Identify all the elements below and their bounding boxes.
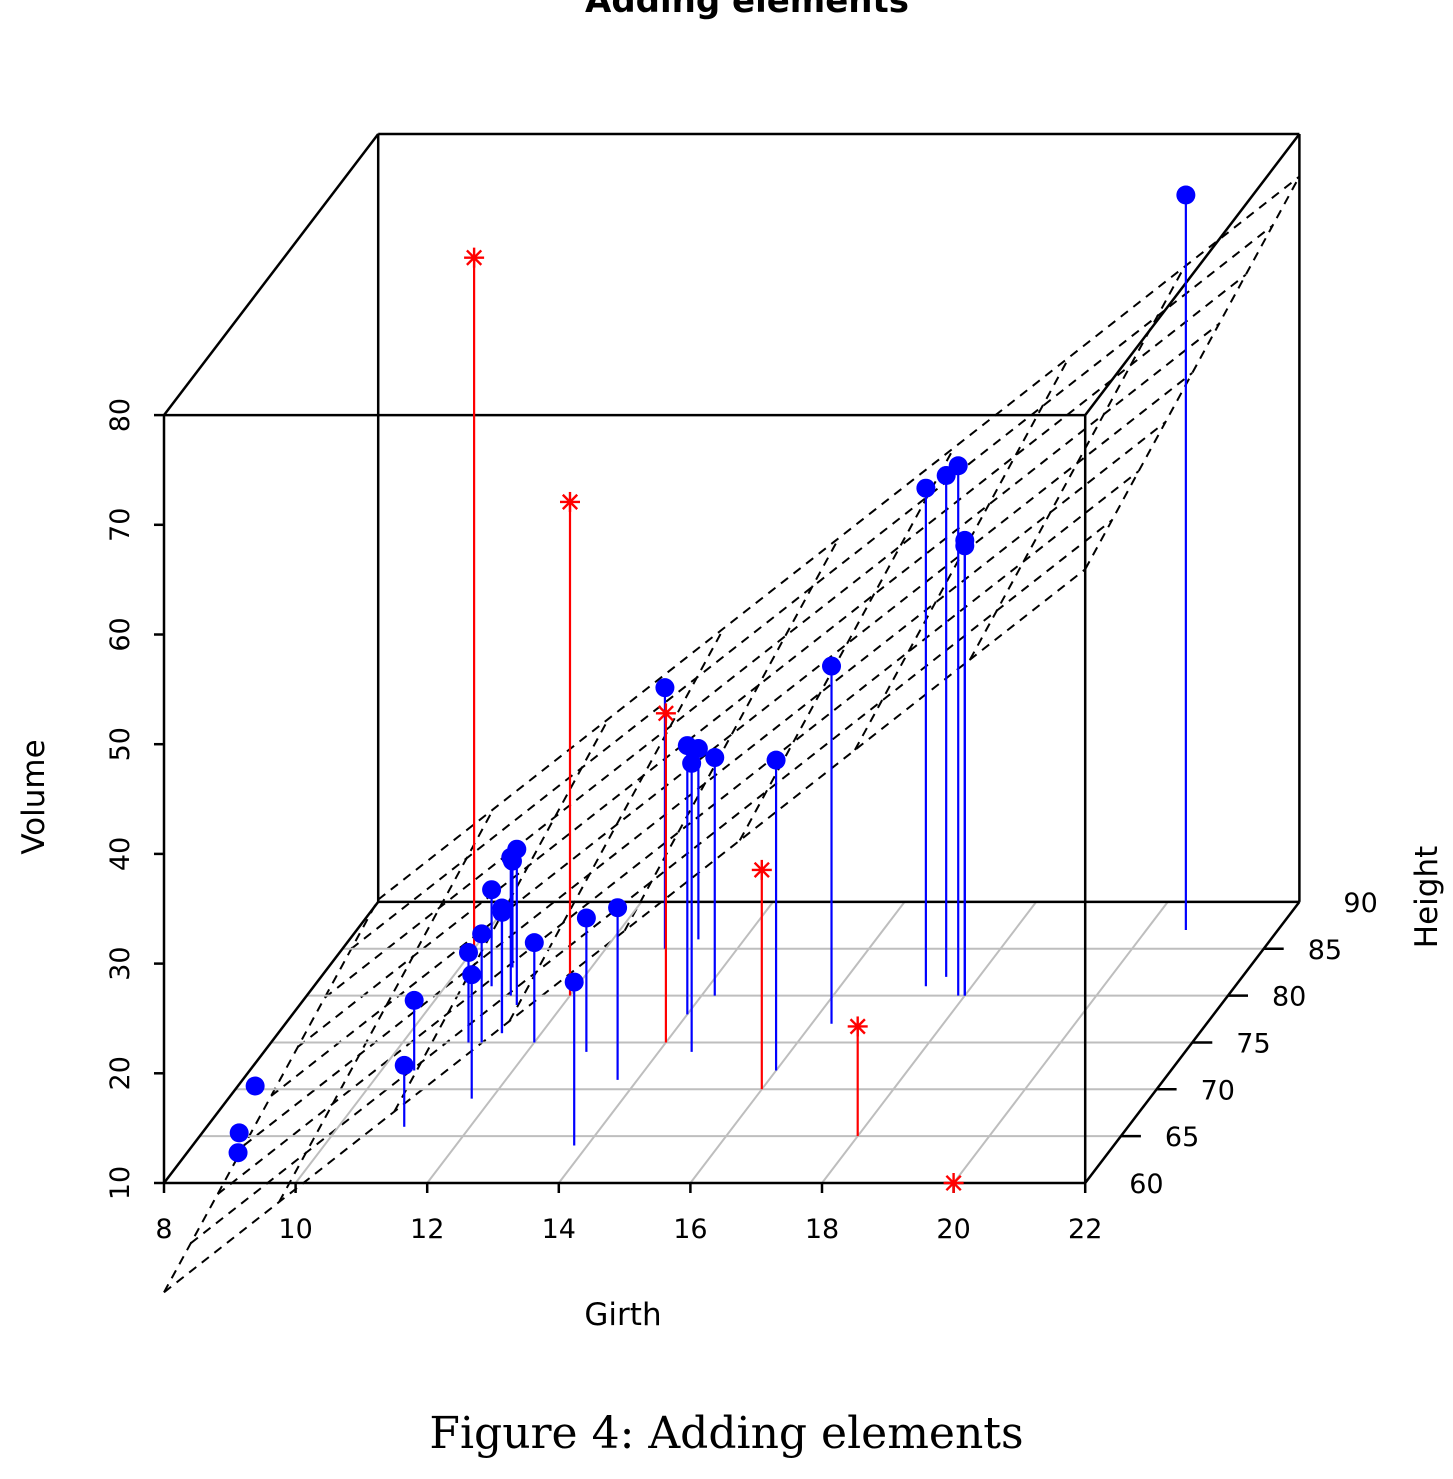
- data-point: [404, 990, 424, 1010]
- x-tick-label: 10: [278, 1214, 312, 1245]
- data-point: [507, 839, 527, 859]
- y-tick-label: 90: [1343, 888, 1377, 919]
- z-axis-label: Volume: [16, 739, 52, 854]
- data-point: [1176, 185, 1196, 205]
- y-tick-label: 75: [1236, 1028, 1270, 1059]
- z-tick-label: 80: [105, 398, 136, 432]
- x-tick-label: 12: [410, 1214, 444, 1245]
- data-point: [655, 678, 675, 698]
- plane-line: [163, 568, 1086, 1294]
- data-point: [822, 656, 842, 676]
- y-tick-label: 80: [1272, 982, 1306, 1013]
- plane-line: [190, 519, 1113, 1244]
- data-point: [564, 972, 584, 992]
- box-edge: [163, 133, 380, 416]
- plane-line: [278, 808, 495, 1203]
- added-point: [560, 491, 580, 512]
- data-point: [576, 908, 596, 928]
- z-tick-label: 40: [105, 837, 136, 871]
- box-edge: [1084, 133, 1301, 416]
- added-point: [464, 247, 485, 268]
- data-point: [608, 898, 628, 918]
- added-point: [655, 703, 676, 724]
- plane-line: [350, 224, 1274, 950]
- added-point: [751, 859, 772, 880]
- z-tick-label: 70: [105, 508, 136, 542]
- data-point: [705, 748, 725, 768]
- plane-line: [1084, 176, 1301, 570]
- x-tick-label: 22: [1068, 1214, 1102, 1245]
- x-tick-label: 16: [673, 1214, 707, 1245]
- y-tick-label: 85: [1308, 935, 1342, 966]
- z-tick-label: 60: [105, 617, 136, 651]
- x-axis-label: Girth: [584, 1297, 661, 1333]
- added-point: [847, 1016, 868, 1037]
- y-tick-label: 70: [1201, 1075, 1235, 1106]
- x-tick-label: 18: [805, 1214, 839, 1245]
- data-point: [766, 750, 786, 770]
- plane-line: [854, 356, 1070, 751]
- x-tick-label: 8: [155, 1214, 172, 1245]
- data-point: [524, 933, 544, 953]
- data-point: [229, 1123, 249, 1143]
- plane-line: [377, 175, 1301, 901]
- x-tick-label: 20: [936, 1214, 970, 1245]
- data-point: [677, 736, 697, 756]
- drop-lines: [236, 195, 1187, 1155]
- box-edge: [163, 901, 380, 1184]
- plane-line: [323, 273, 1247, 999]
- plane-line: [738, 447, 955, 841]
- data-points: [228, 185, 1196, 1193]
- data-point: [492, 898, 512, 918]
- x-tick-label: 14: [542, 1214, 576, 1245]
- plane-line: [623, 537, 840, 932]
- axes: 8 10 12 14 16 18 20 221020304050607080606570758…: [105, 398, 1378, 1245]
- floor-grid: [199, 901, 1264, 1184]
- z-tick-label: 20: [105, 1056, 136, 1090]
- z-tick-label: 50: [105, 727, 136, 761]
- plane-line: [393, 718, 610, 1113]
- plot-box: [162, 132, 1301, 1185]
- regression-plane: [163, 175, 1301, 1294]
- chart-title: Adding elements: [585, 0, 909, 21]
- data-point: [462, 965, 482, 985]
- z-tick-label: 10: [105, 1166, 136, 1200]
- plane-line: [270, 372, 1193, 1097]
- plane-line: [297, 323, 1220, 1048]
- y-tick-label: 65: [1165, 1122, 1199, 1153]
- y-tick-label: 60: [1129, 1169, 1163, 1200]
- plane-line: [508, 627, 725, 1022]
- data-point: [682, 753, 702, 773]
- plane-line: [243, 421, 1167, 1146]
- data-point: [472, 924, 492, 944]
- data-point: [955, 536, 975, 556]
- data-point: [245, 1076, 265, 1096]
- plane-line: [163, 899, 380, 1293]
- data-point: [394, 1055, 414, 1075]
- figure-caption: Figure 4: Adding elements: [429, 1408, 1024, 1459]
- data-point: [482, 880, 502, 900]
- plane-line: [216, 470, 1140, 1195]
- data-point: [228, 1143, 248, 1163]
- data-point: [459, 942, 478, 962]
- y-axis-label: Height: [1409, 846, 1445, 948]
- added-point: [943, 1173, 964, 1193]
- data-point: [916, 478, 936, 498]
- data-point: [948, 456, 968, 476]
- z-tick-label: 30: [105, 946, 136, 980]
